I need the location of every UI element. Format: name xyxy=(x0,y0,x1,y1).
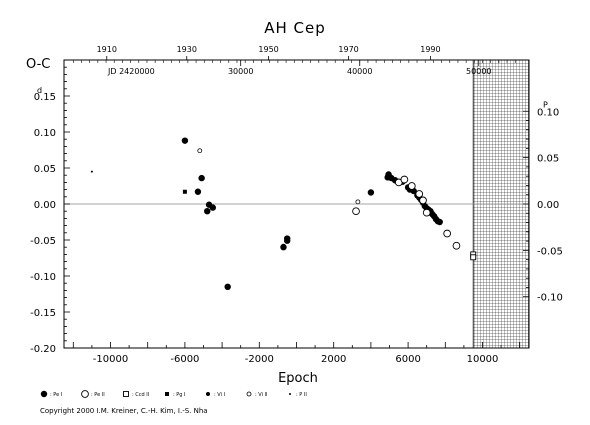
data-point xyxy=(284,237,291,244)
data-point xyxy=(352,207,360,216)
x-tick-label: 6000 xyxy=(395,354,420,365)
y-axis-title: O-C xyxy=(26,57,50,72)
y-tick-label: -0.15 xyxy=(30,308,56,319)
data-point xyxy=(182,189,187,194)
legend-marker xyxy=(40,390,48,398)
copyright-text: Copyright 2000 I.M. Kreiner, C.-H. Kim, … xyxy=(40,407,208,415)
y-tick-label: 0.10 xyxy=(34,128,56,139)
data-point xyxy=(181,137,189,144)
legend-label: : Vi I xyxy=(214,392,225,398)
data-point xyxy=(209,204,216,211)
data-point xyxy=(355,199,361,205)
data-point xyxy=(443,229,452,238)
year-label: 1990 xyxy=(420,45,440,54)
y-tick-label: -0.20 xyxy=(30,344,56,355)
y-tick-label: 0.05 xyxy=(34,164,56,175)
y-tick-label: 0.00 xyxy=(34,200,56,211)
data-point xyxy=(415,190,424,198)
legend-label: : Pe I xyxy=(50,392,62,398)
jd-label-value: 50000 xyxy=(466,67,491,76)
legend-label: : Pg I xyxy=(173,392,186,398)
jd-label-value: 30000 xyxy=(228,67,253,76)
year-label: 1950 xyxy=(258,45,278,54)
y-unit-superscript: d xyxy=(37,86,42,95)
data-point xyxy=(90,170,93,173)
right-y-tick-label: 0.05 xyxy=(537,154,559,165)
legend-label: : P II xyxy=(296,392,307,398)
plot-layer: -10000 -6000 -2000 2000 6000 10000 0.15 0.10 0.0… xyxy=(30,45,563,398)
data-point xyxy=(198,174,205,182)
data-point xyxy=(422,208,431,217)
data-point xyxy=(419,196,427,205)
data-point xyxy=(452,241,461,250)
data-point xyxy=(281,243,286,248)
x-tick-label: -10000 xyxy=(93,354,128,365)
data-point xyxy=(197,148,203,154)
legend-marker xyxy=(81,390,89,398)
x-tick-label: -6000 xyxy=(170,354,199,365)
right-y-tick-label: 0.10 xyxy=(537,107,559,118)
legend-label: : Pe II xyxy=(91,392,105,398)
y-tick-label: -0.05 xyxy=(30,236,56,247)
right-unit-superscript: P xyxy=(543,100,548,109)
data-point xyxy=(407,182,416,190)
data-point xyxy=(207,203,212,208)
data-point xyxy=(400,175,409,184)
legend-label: : Vi II xyxy=(255,392,268,398)
legend-marker xyxy=(165,392,169,396)
data-point xyxy=(224,283,231,290)
year-label: 1910 xyxy=(97,45,117,54)
data-point xyxy=(436,218,443,226)
y-tick-label: 0.15 xyxy=(34,92,56,103)
right-y-tick-label: -0.10 xyxy=(537,293,563,304)
x-tick-label: -2000 xyxy=(245,354,274,365)
legend-marker xyxy=(289,393,291,395)
legend-marker xyxy=(246,391,252,397)
data-point xyxy=(204,208,211,215)
legend-marker xyxy=(206,392,210,396)
y-tick-label: -0.10 xyxy=(30,272,56,283)
legend-label: : Ccd II xyxy=(132,392,149,398)
x-tick-label: 2000 xyxy=(321,354,346,365)
right-y-tick-label: 0.00 xyxy=(537,200,559,211)
data-point xyxy=(194,188,202,195)
data-point xyxy=(470,254,477,261)
x-axis-title: Epoch xyxy=(278,371,318,386)
year-label: 1970 xyxy=(338,45,358,54)
x-tick-label: 10000 xyxy=(467,354,499,365)
year-label: 1930 xyxy=(177,45,197,54)
jd-label-value: 40000 xyxy=(347,67,372,76)
right-y-tick-label: -0.05 xyxy=(537,246,563,257)
legend-marker xyxy=(123,391,129,397)
data-point xyxy=(367,189,375,196)
chart-title: AH Cep xyxy=(264,19,326,37)
jd-label: JD 2420000 xyxy=(107,67,155,76)
